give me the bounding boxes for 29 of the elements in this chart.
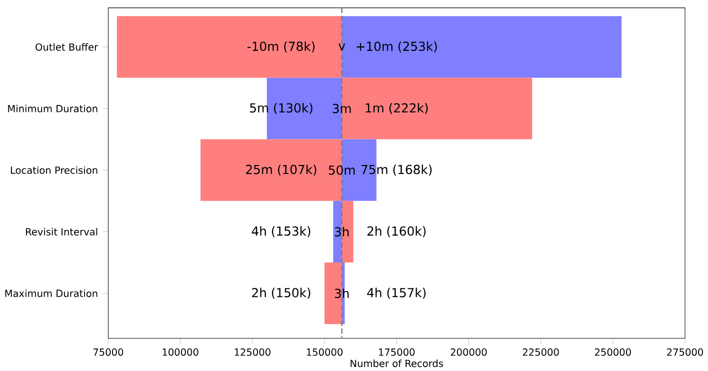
annotation: 75m (168k): [362, 164, 432, 176]
annotation: 2h (160k): [367, 226, 426, 237]
annotation: v: [338, 43, 346, 50]
x-tick-label: 200000: [450, 348, 487, 356]
y-tick-label: Minimum Duration: [8, 104, 98, 112]
annotation: 5m (130k): [250, 102, 312, 114]
annotation: 2h (150k): [252, 288, 310, 299]
annotation: 3h: [334, 288, 349, 298]
annotation: 3m: [332, 104, 351, 113]
annotation: 4h (153k): [252, 226, 310, 237]
x-tick-label: 250000: [594, 348, 631, 356]
x-tick-label: 100000: [162, 348, 198, 356]
x-tick-label: 275000: [667, 348, 703, 356]
x-tick-label: 150000: [306, 348, 343, 356]
x-tick-label: 75000: [93, 348, 124, 356]
annotation: 3h: [334, 226, 349, 236]
x-tick-label: 175000: [379, 348, 415, 356]
x-tick-label: 225000: [522, 348, 559, 356]
x-axis-title: Number of Records: [350, 359, 444, 367]
annotation: 4h (157k): [367, 288, 426, 299]
y-tick-label: Outlet Buffer: [36, 42, 98, 50]
x-tick-label: 125000: [234, 348, 270, 356]
annotation: +10m (253k): [356, 41, 437, 52]
annotation: 25m (107k): [246, 164, 316, 176]
y-tick-label: Location Precision: [10, 166, 98, 174]
y-tick-label: Revisit Interval: [26, 228, 98, 236]
annotation: 1m (222k): [366, 102, 428, 114]
y-tick-label: Maximum Duration: [5, 289, 98, 297]
annotation: -10m (78k): [247, 41, 315, 52]
